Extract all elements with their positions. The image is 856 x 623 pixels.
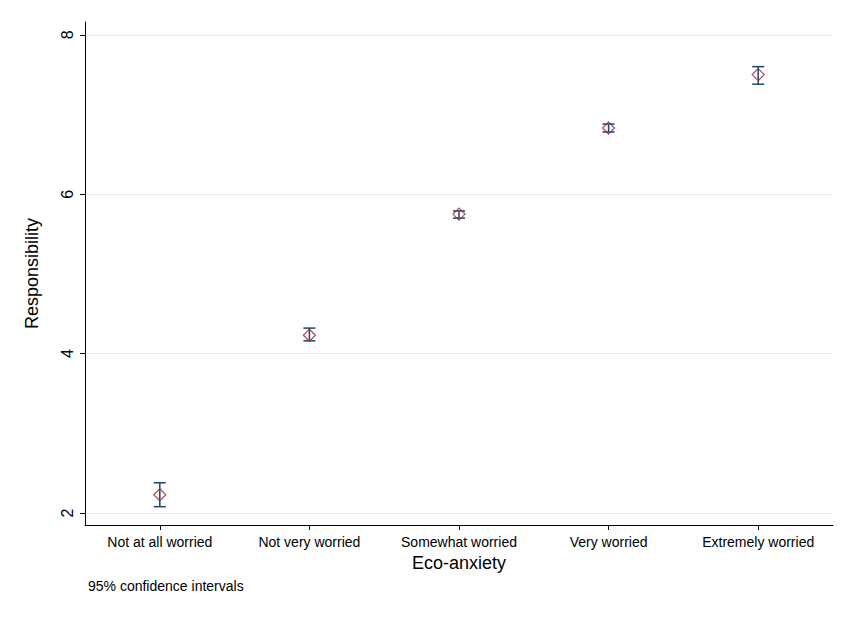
svg-text:Very worried: Very worried <box>570 534 648 550</box>
svg-text:6: 6 <box>59 190 76 199</box>
svg-text:Somewhat worried: Somewhat worried <box>401 534 517 550</box>
svg-text:Eco-anxiety: Eco-anxiety <box>412 553 506 573</box>
svg-text:Responsibility: Responsibility <box>22 218 42 329</box>
svg-text:Not very worried: Not very worried <box>258 534 360 550</box>
svg-text:2: 2 <box>59 508 76 517</box>
svg-text:Extremely worried: Extremely worried <box>702 534 814 550</box>
svg-text:95% confidence intervals: 95% confidence intervals <box>88 578 244 594</box>
svg-text:4: 4 <box>59 349 76 358</box>
svg-text:Not at all worried: Not at all worried <box>107 534 212 550</box>
svg-text:8: 8 <box>59 30 76 39</box>
